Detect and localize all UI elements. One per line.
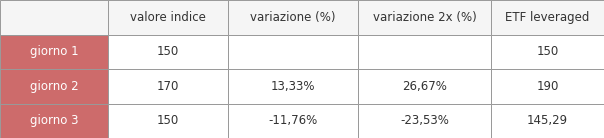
Bar	[108, 104, 228, 138]
Bar	[0, 69, 108, 104]
Text: 150: 150	[157, 114, 179, 127]
Bar	[228, 69, 358, 104]
Bar	[108, 34, 228, 69]
Bar	[491, 104, 604, 138]
Bar	[491, 69, 604, 104]
Text: 170: 170	[157, 80, 179, 93]
Text: ETF leveraged: ETF leveraged	[506, 11, 590, 24]
Text: -11,76%: -11,76%	[268, 114, 318, 127]
Bar	[491, 34, 604, 69]
Bar	[491, 0, 604, 34]
Bar	[228, 0, 358, 34]
Text: 145,29: 145,29	[527, 114, 568, 127]
Text: 13,33%: 13,33%	[271, 80, 315, 93]
Bar	[358, 34, 491, 69]
Bar	[0, 0, 108, 34]
Bar	[228, 104, 358, 138]
Bar	[0, 34, 108, 69]
Bar	[228, 34, 358, 69]
Text: variazione (%): variazione (%)	[250, 11, 336, 24]
Bar	[358, 104, 491, 138]
Bar	[108, 0, 228, 34]
Text: giorno 3: giorno 3	[30, 114, 79, 127]
Bar	[0, 104, 108, 138]
Text: 150: 150	[157, 45, 179, 58]
Bar	[358, 0, 491, 34]
Bar	[358, 69, 491, 104]
Text: giorno 2: giorno 2	[30, 80, 79, 93]
Bar	[108, 69, 228, 104]
Text: 190: 190	[536, 80, 559, 93]
Text: 26,67%: 26,67%	[402, 80, 447, 93]
Text: variazione 2x (%): variazione 2x (%)	[373, 11, 477, 24]
Text: valore indice: valore indice	[130, 11, 206, 24]
Text: -23,53%: -23,53%	[400, 114, 449, 127]
Text: giorno 1: giorno 1	[30, 45, 79, 58]
Text: 150: 150	[536, 45, 559, 58]
